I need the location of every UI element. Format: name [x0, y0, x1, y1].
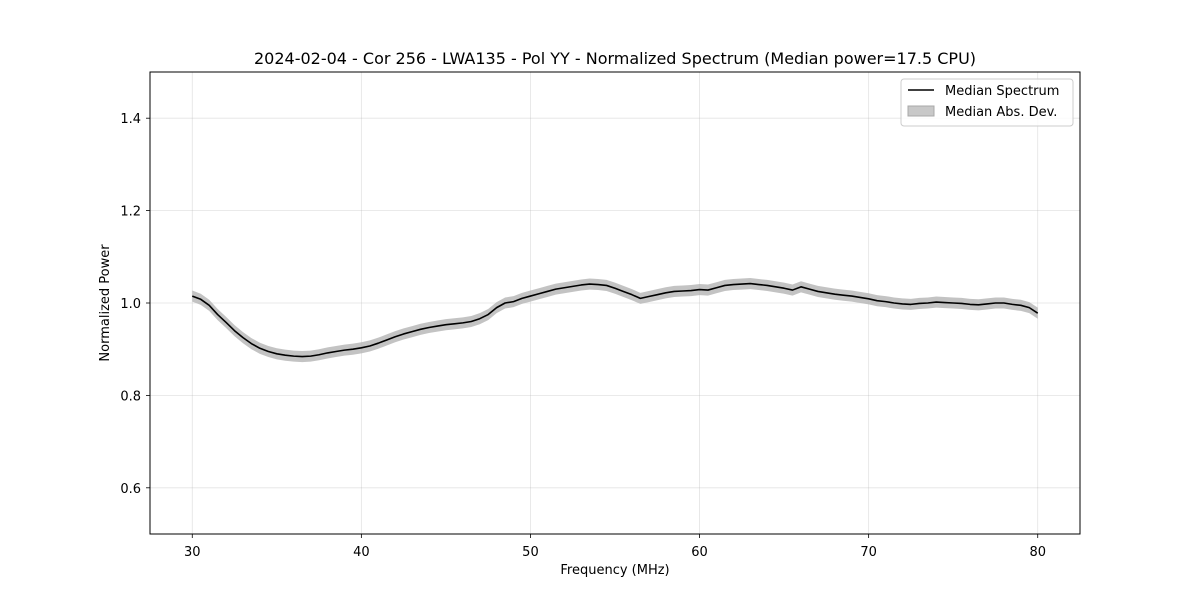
- chart-title: 2024-02-04 - Cor 256 - LWA135 - Pol YY -…: [254, 49, 976, 68]
- y-tick-label: 0.6: [120, 482, 141, 497]
- x-tick-label: 60: [691, 545, 708, 560]
- y-tick-label: 1.4: [120, 112, 141, 127]
- y-axis-label: Normalized Power: [98, 244, 113, 362]
- ticks: 30 40 50 60 70 80 0.6 0.8 1.0 1.2 1.4: [120, 112, 1046, 560]
- x-tick-label: 70: [860, 545, 877, 560]
- legend-band-swatch: [907, 105, 935, 117]
- x-tick-label: 40: [353, 545, 370, 560]
- x-tick-label: 80: [1029, 545, 1046, 560]
- x-tick-label: 30: [184, 545, 201, 560]
- legend-median-abs-dev: Median Abs. Dev.: [945, 105, 1057, 120]
- legend: Median Spectrum Median Abs. Dev.: [900, 78, 1074, 127]
- y-tick-label: 1.2: [120, 205, 141, 220]
- median-spectrum-line: [191, 282, 1039, 358]
- legend-median-spectrum: Median Spectrum: [945, 84, 1059, 99]
- median-line-layer: [191, 282, 1039, 358]
- x-tick-label: 50: [522, 545, 539, 560]
- y-tick-label: 1.0: [120, 297, 141, 312]
- legend-box: [900, 78, 1074, 127]
- y-tick-label: 0.8: [120, 389, 141, 404]
- x-axis-label: Frequency (MHz): [560, 563, 669, 578]
